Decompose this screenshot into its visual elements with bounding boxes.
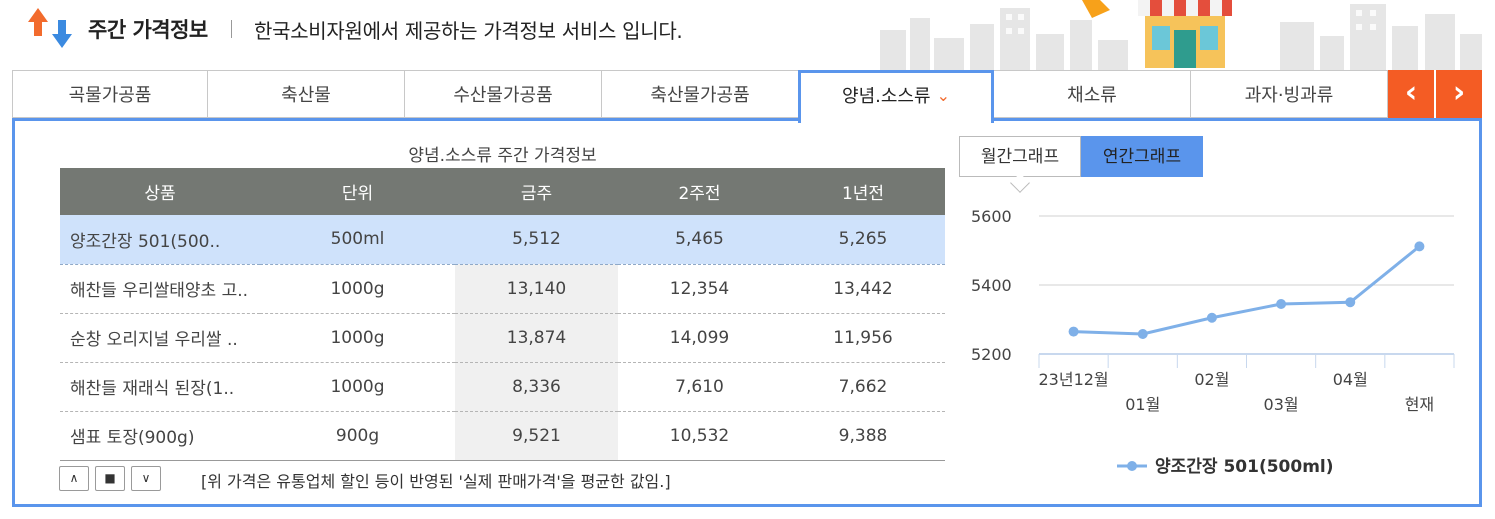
table-row[interactable]: 샘표 토장(900g) 900g 9,521 10,532 9,388 [60,411,945,461]
price-note: [위 가격은 유통업체 할인 등이 반영된 '실제 판매가격'을 평균한 값임.… [201,472,671,491]
price-table: 상품 단위 금주 2주전 1년전 양조간장 501(500.. 500ml 5,… [60,168,945,461]
header-divider [231,20,232,38]
y-tick-label: 5400 [971,276,1012,295]
price-this-week: 8,336 [455,362,618,412]
x-tick-label: 03월 [1264,395,1299,414]
legend-marker [1127,461,1137,471]
price-this-week: 13,140 [455,264,618,314]
table-header-row: 상품 단위 금주 2주전 1년전 [60,168,945,215]
unit: 1000g [260,264,455,314]
product-name[interactable]: 해찬들 재래식 된장(1.. [60,362,260,412]
series-line [1073,245,1421,336]
price-two-weeks-ago: 10,532 [618,411,781,461]
table-row[interactable]: 양조간장 501(500.. 500ml 5,512 5,465 5,265 [60,215,945,265]
header-product: 상품 [60,168,260,215]
header-unit: 단위 [260,168,455,215]
tab-next-button[interactable]: › [1436,70,1482,118]
price-one-year-ago: 13,442 [781,264,945,314]
table-caption: 양념.소스류 주간 가격정보 [408,146,597,166]
price-two-weeks-ago: 5,465 [618,215,781,265]
price-one-year-ago: 5,265 [781,215,945,265]
x-tick-label: 현재 [1405,395,1434,414]
data-point [1206,312,1217,323]
data-point [1137,328,1148,339]
price-two-weeks-ago: 12,354 [618,264,781,314]
page-title: 주간 가격정보 [88,18,208,42]
price-this-week: 13,874 [455,313,618,363]
data-point [1414,241,1425,252]
page-description: 한국소비자원에서 제공하는 가격정보 서비스 입니다. [254,19,683,43]
header-this-week: 금주 [455,168,618,215]
table-row[interactable]: 해찬들 재래식 된장(1.. 1000g 8,336 7,610 7,662 [60,362,945,412]
product-name[interactable]: 순창 오리지널 우리쌀 .. [60,313,260,363]
table-row[interactable]: 순창 오리지널 우리쌀 .. 1000g 13,874 14,099 11,95… [60,313,945,363]
chevron-down-icon: ⌄ [936,86,950,105]
x-tick-label: 02월 [1194,370,1229,389]
stop-button[interactable]: ■ [95,466,125,491]
tab-monthly-graph[interactable]: 월간그래프 [959,136,1081,177]
tab-seasoning-sauce-label: 양념.소스류 [842,86,931,107]
tab-vegetables[interactable]: 채소류 [994,70,1191,118]
data-point [1345,297,1356,308]
price-this-week: 9,521 [455,411,618,461]
category-tabs: 곡물가공품 축산물 수산물가공품 축산물가공품 양념.소스류 ⌄ 채소류 과자·빙… [12,70,1482,123]
tab-seafood-processed[interactable]: 수산물가공품 [405,70,602,118]
page-header: 주간 가격정보 한국소비자원에서 제공하는 가격정보 서비스 입니다. [0,0,1495,70]
legend-label: 양조간장 501(500ml) [1155,457,1334,477]
y-tick-label: 5600 [971,207,1012,226]
price-this-week: 5,512 [455,215,618,265]
product-name[interactable]: 샘표 토장(900g) [60,411,260,461]
price-two-weeks-ago: 14,099 [618,313,781,363]
price-one-year-ago: 11,956 [781,313,945,363]
product-name[interactable]: 양조간장 501(500.. [60,215,260,265]
x-tick-label: 23년12월 [1038,370,1108,389]
price-updown-icon [28,8,72,48]
y-tick-label: 5200 [971,345,1012,364]
price-panel: 양념.소스류 주간 가격정보 상품 단위 금주 2주전 1년전 양조간장 501… [12,118,1482,507]
scroll-up-button[interactable]: ∧ [59,466,89,491]
tab-seasoning-sauce[interactable]: 양념.소스류 ⌄ [798,70,994,123]
header-two-weeks-ago: 2주전 [618,168,781,215]
unit: 1000g [260,313,455,363]
price-one-year-ago: 9,388 [781,411,945,461]
unit: 900g [260,411,455,461]
header-one-year-ago: 1년전 [781,168,945,215]
tab-yearly-graph[interactable]: 연간그래프 [1081,136,1203,177]
unit: 1000g [260,362,455,412]
tab-livestock[interactable]: 축산물 [208,70,405,118]
data-point [1068,326,1079,337]
scroll-down-button[interactable]: ∨ [131,466,161,491]
x-tick-label: 04월 [1333,370,1368,389]
unit: 500ml [260,215,455,265]
product-name[interactable]: 해찬들 우리쌀태양초 고.. [60,264,260,314]
x-tick-label: 01월 [1125,395,1160,414]
tab-livestock-processed[interactable]: 축산물가공품 [602,70,799,118]
tab-prev-button[interactable]: ‹ [1388,70,1434,118]
price-one-year-ago: 7,662 [781,362,945,412]
tab-grain-processed[interactable]: 곡물가공품 [12,70,208,118]
tab-snacks-icecream[interactable]: 과자·빙과류 [1191,70,1388,118]
price-two-weeks-ago: 7,610 [618,362,781,412]
data-point [1276,298,1287,309]
table-row[interactable]: 해찬들 우리쌀태양초 고.. 1000g 13,140 12,354 13,44… [60,264,945,314]
city-skyline-illustration [880,0,1482,70]
